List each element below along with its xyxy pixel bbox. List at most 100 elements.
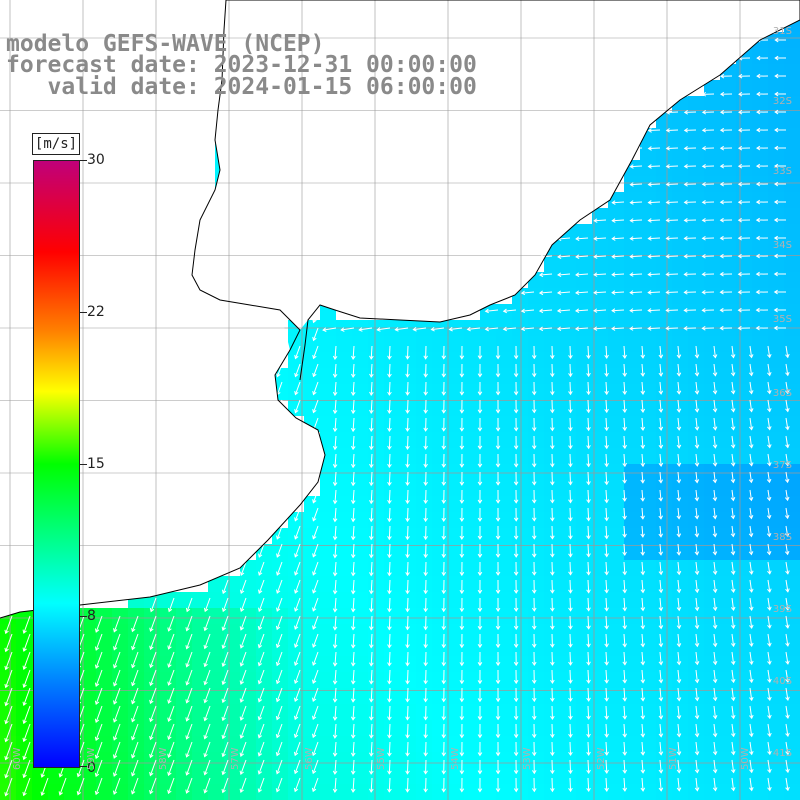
wind-arrow — [406, 435, 409, 450]
field-cell — [656, 336, 672, 352]
wind-arrow — [767, 561, 771, 574]
field-cell — [656, 480, 672, 496]
wind-arrow-head — [495, 373, 501, 378]
wind-arrow-head — [658, 661, 664, 666]
field-cell — [240, 720, 256, 736]
wind-arrow — [406, 345, 409, 359]
wind-arrow — [222, 579, 229, 594]
field-cell — [608, 720, 624, 736]
wind-arrow-head — [423, 716, 428, 721]
field-cell — [720, 464, 736, 480]
wind-arrow-head — [683, 326, 688, 331]
wind-arrow — [641, 579, 644, 593]
wind-arrow-head — [311, 787, 317, 793]
field-cell — [624, 288, 640, 304]
field-cell — [352, 448, 368, 464]
wind-arrow — [406, 561, 409, 576]
field-cell — [304, 752, 320, 768]
wind-arrow-head — [568, 697, 573, 702]
field-cell — [512, 448, 528, 464]
wind-arrow — [713, 687, 716, 701]
field-cell — [416, 704, 432, 720]
field-cell — [496, 784, 512, 800]
wind-arrow-head — [131, 700, 136, 705]
field-cell — [352, 752, 368, 768]
wind-arrow — [767, 489, 771, 501]
wind-arrow — [648, 201, 661, 204]
wind-arrow-head — [276, 607, 281, 612]
field-cell — [432, 336, 448, 352]
field-cell — [784, 48, 800, 64]
wind-arrow — [677, 417, 680, 430]
field-cell — [320, 592, 336, 608]
wind-arrow-head — [785, 786, 790, 792]
wind-arrow — [731, 453, 735, 466]
field-cell — [256, 656, 272, 672]
field-cell — [560, 448, 576, 464]
field-cell — [576, 272, 592, 288]
wind-arrow-head — [185, 607, 191, 613]
field-cell — [560, 256, 576, 272]
field-cell — [768, 496, 784, 512]
field-cell — [512, 432, 528, 448]
wind-arrow-head — [647, 254, 652, 259]
wind-arrow-head — [568, 445, 573, 450]
wind-arrow-head — [712, 533, 718, 538]
field-cell — [272, 752, 288, 768]
wind-arrow-head — [622, 607, 628, 612]
wind-arrow-head — [604, 697, 609, 702]
wind-arrow-head — [719, 145, 725, 151]
wind-arrow — [630, 201, 643, 204]
field-cell — [480, 336, 496, 352]
field-cell — [432, 464, 448, 480]
wind-arrow-head — [730, 551, 736, 556]
field-cell — [496, 368, 512, 384]
wind-arrow — [240, 705, 247, 721]
field-cell — [384, 432, 400, 448]
wind-arrow-head — [22, 683, 27, 689]
wind-arrow — [406, 507, 409, 522]
wind-arrow-head — [658, 372, 664, 377]
field-cell — [752, 768, 768, 784]
wind-arrow-head — [593, 236, 598, 241]
wind-arrow-head — [358, 327, 363, 332]
wind-arrow — [785, 363, 789, 376]
wind-arrow-head — [239, 752, 244, 757]
wind-arrow-head — [568, 733, 573, 739]
wind-arrow-head — [550, 643, 555, 648]
wind-arrow — [240, 633, 247, 649]
wind-arrow — [312, 633, 319, 648]
field-cell — [288, 640, 304, 656]
wind-arrow-head — [477, 643, 483, 649]
wind-arrow — [749, 615, 753, 629]
field-cell — [592, 704, 608, 720]
field-cell — [96, 720, 112, 736]
field-cell — [736, 784, 752, 800]
field-cell — [240, 768, 256, 784]
wind-arrow-head — [513, 373, 519, 378]
wind-arrow-head — [640, 390, 646, 395]
wind-arrow-head — [22, 791, 27, 797]
wind-arrow-head — [459, 355, 465, 360]
wind-arrow-head — [495, 517, 501, 522]
field-cell — [272, 784, 288, 800]
wind-arrow-head — [586, 390, 591, 396]
wind-arrow-head — [784, 514, 790, 520]
wind-arrow-head — [477, 680, 483, 685]
field-cell — [736, 464, 752, 480]
wind-arrow — [149, 651, 157, 668]
field-cell — [640, 240, 656, 256]
wind-arrow — [605, 633, 608, 647]
wind-arrow-head — [658, 551, 664, 556]
wind-arrow-head — [694, 606, 700, 612]
wind-arrow — [677, 777, 680, 791]
wind-arrow-head — [676, 751, 682, 756]
field-cell — [432, 752, 448, 768]
field-cell — [448, 528, 464, 544]
wind-arrow — [677, 399, 680, 412]
field-cell — [0, 688, 16, 704]
wind-arrow — [113, 723, 121, 741]
wind-arrow — [630, 291, 643, 294]
wind-arrow — [731, 705, 735, 719]
wind-arrow-head — [737, 199, 743, 205]
